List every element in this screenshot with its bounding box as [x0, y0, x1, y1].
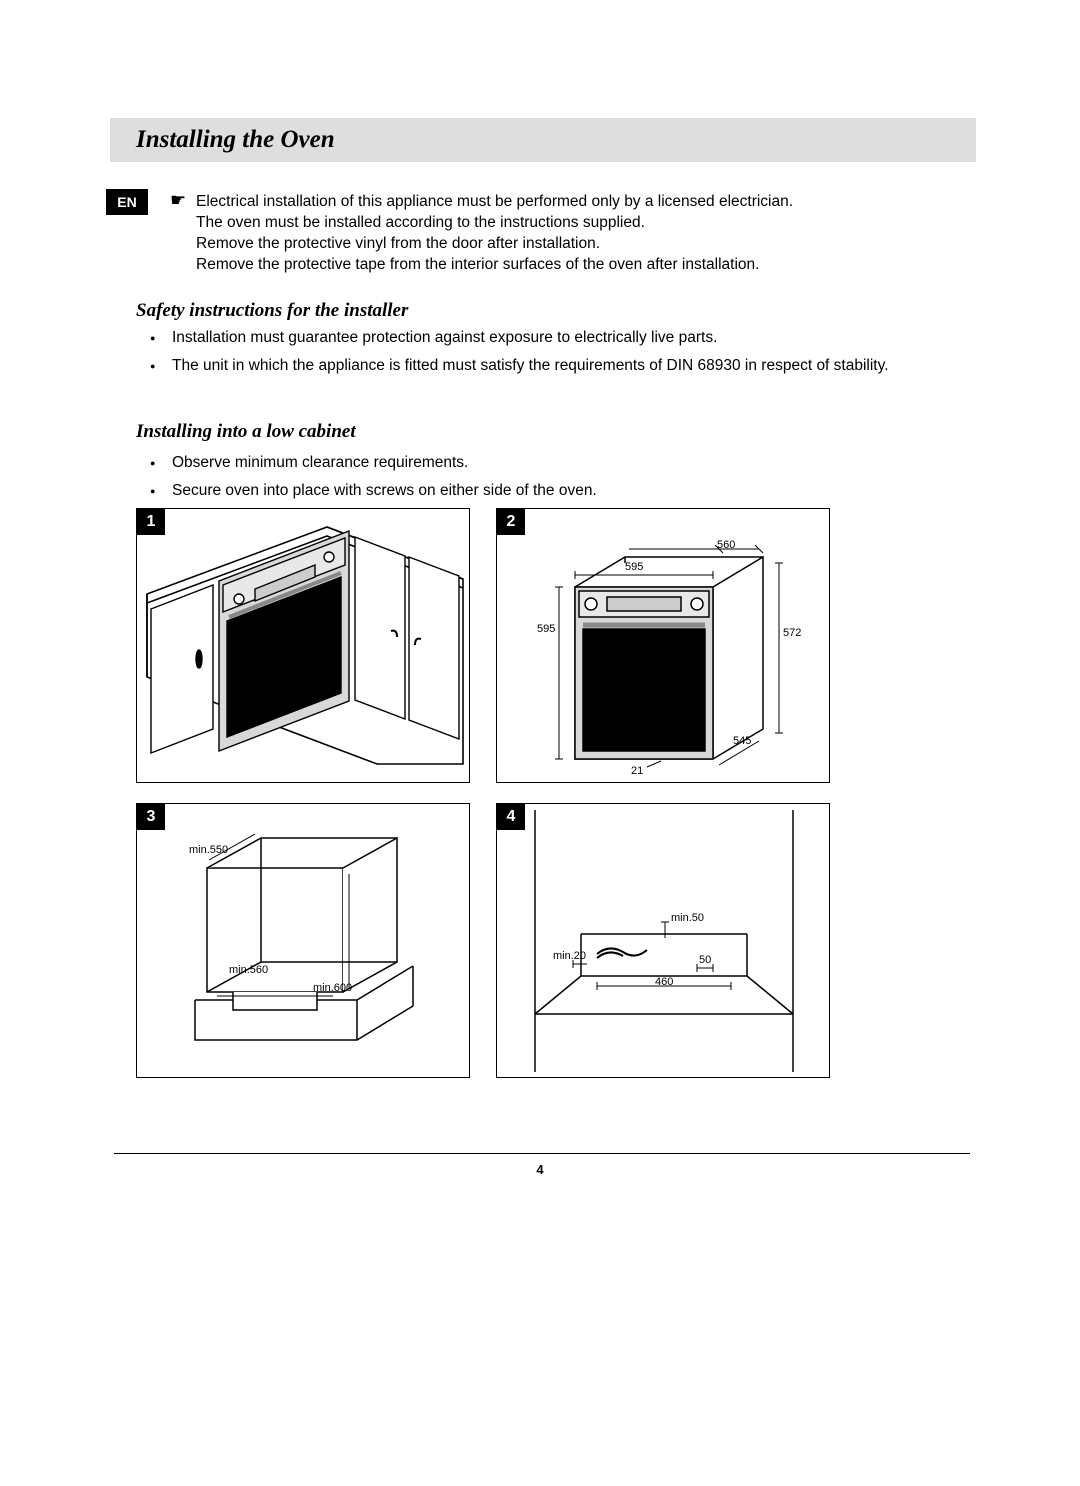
dim-label: 545 [733, 735, 751, 747]
diagram-1: 1 [136, 508, 470, 783]
dim-label: min.600 [313, 982, 352, 994]
diagram-number-badge: 1 [137, 509, 165, 535]
language-badge: EN [106, 189, 148, 215]
diagram-2-svg [497, 509, 831, 784]
section-title-cabinet: Installing into a low cabinet [136, 421, 356, 443]
dim-label: 595 [537, 623, 555, 635]
intro-line: Remove the protective vinyl from the doo… [196, 234, 956, 255]
diagram-number-badge: 2 [497, 509, 525, 535]
diagram-4: 4 [496, 803, 830, 1078]
intro-line: Electrical installation of this applianc… [196, 192, 956, 213]
dim-label: min.560 [229, 964, 268, 976]
diagram-1-svg [137, 509, 471, 784]
section-title-safety: Safety instructions for the installer [136, 300, 408, 322]
dim-label: 595 [625, 561, 643, 573]
diagram-row: 1 [136, 508, 828, 783]
page-title: Installing the Oven [136, 126, 335, 154]
intro-text: Electrical installation of this applianc… [196, 192, 956, 276]
dim-label: min.50 [671, 912, 704, 924]
diagram-3: 3 [136, 803, 470, 1078]
cabinet-bullets: Observe minimum clearance requirements. … [172, 452, 962, 507]
footer-rule [114, 1153, 970, 1154]
diagram-number-badge: 3 [137, 804, 165, 830]
diagram-row: 3 [136, 803, 828, 1078]
diagram-4-svg [497, 804, 831, 1079]
list-item: Secure oven into place with screws on ei… [172, 480, 962, 502]
dim-label: 21 [631, 765, 643, 777]
dim-label: min.550 [189, 844, 228, 856]
list-item: The unit in which the appliance is fitte… [172, 355, 962, 377]
dim-label: min.20 [553, 950, 586, 962]
dim-label: 560 [717, 539, 735, 551]
diagrams-grid: 1 [136, 508, 828, 1098]
diagram-3-svg [137, 804, 471, 1079]
diagram-number-badge: 4 [497, 804, 525, 830]
dim-label: 460 [655, 976, 673, 988]
header-band: Installing the Oven [110, 118, 976, 162]
page-number: 4 [0, 1162, 1080, 1177]
intro-line: Remove the protective tape from the inte… [196, 255, 956, 276]
list-item: Installation must guarantee protection a… [172, 327, 962, 349]
safety-bullets: Installation must guarantee protection a… [172, 327, 962, 382]
dim-label: 50 [699, 954, 711, 966]
diagram-2: 2 [496, 508, 830, 783]
pointer-icon: ☛ [170, 190, 186, 211]
list-item: Observe minimum clearance requirements. [172, 452, 962, 474]
intro-line: The oven must be installed according to … [196, 213, 956, 234]
dim-label: 572 [783, 627, 801, 639]
